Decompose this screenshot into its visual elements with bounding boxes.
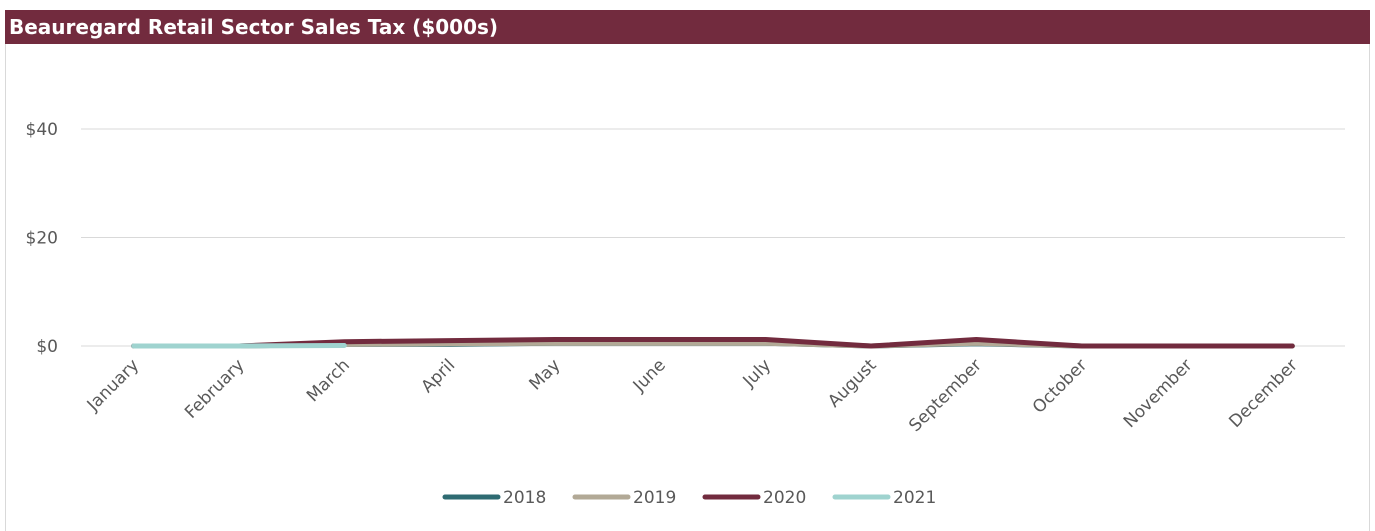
- x-tick-label: September: [905, 355, 986, 436]
- series-line-2020: [131, 337, 1295, 349]
- gridlines: [81, 128, 1345, 347]
- y-tick-label: $0: [36, 337, 58, 357]
- x-tick-label: March: [303, 355, 354, 406]
- legend: 2018 2019 2020 2021: [442, 488, 936, 508]
- x-axis-ticks: January February March April May June July Augu…: [83, 355, 1302, 436]
- x-tick-label: January: [83, 355, 143, 415]
- legend-label-2019: 2019: [633, 488, 676, 508]
- x-tick-label: October: [1029, 355, 1091, 417]
- y-axis-ticks: $0 $20 $40: [26, 120, 58, 357]
- x-tick-label: December: [1225, 355, 1301, 431]
- chart-frame: [5, 44, 1370, 531]
- y-tick-label: $20: [26, 229, 58, 249]
- legend-label-2018: 2018: [503, 488, 546, 508]
- x-tick-label: November: [1120, 355, 1197, 432]
- series-line-2021: [131, 343, 347, 349]
- legend-label-2020: 2020: [763, 488, 806, 508]
- legend-label-2021: 2021: [893, 488, 936, 508]
- x-tick-label: June: [629, 355, 670, 396]
- x-tick-label: April: [418, 355, 460, 397]
- y-tick-label: $40: [26, 120, 58, 140]
- x-tick-label: February: [181, 355, 248, 422]
- series-lines: [131, 337, 1295, 349]
- chart-title: Beauregard Retail Sector Sales Tax ($000…: [5, 10, 1370, 44]
- x-tick-label: July: [739, 355, 775, 391]
- x-tick-label: May: [526, 355, 565, 394]
- x-tick-label: August: [824, 355, 880, 411]
